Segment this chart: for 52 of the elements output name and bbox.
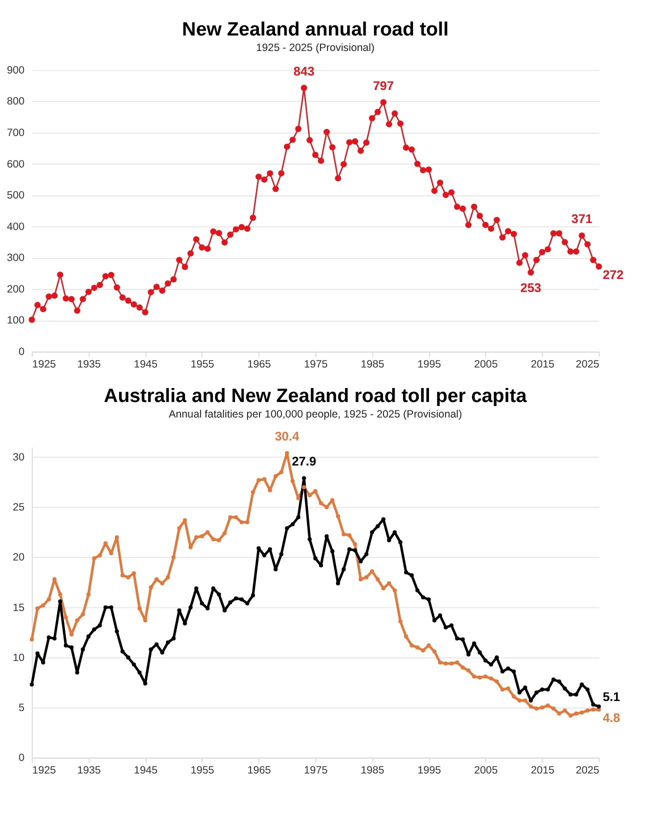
x-tick-label: 1965: [247, 764, 272, 777]
y-tick-label: 300: [6, 252, 25, 264]
x-tick-label: 1925: [32, 764, 56, 777]
x-tick-label: 1995: [417, 764, 442, 777]
x-tick-label: 2025: [576, 764, 600, 777]
y-tick-label: 0: [18, 346, 25, 358]
data-label: 253: [520, 280, 542, 295]
y-tick-label: 400: [6, 220, 25, 233]
x-tick-label: 1925: [32, 358, 56, 371]
y-tick-label: 5: [18, 702, 25, 714]
x-tick-label: 2005: [474, 358, 498, 371]
data-label: 272: [602, 268, 624, 282]
y-tick-label: 600: [6, 158, 25, 170]
x-tick-label: 1955: [190, 358, 214, 371]
data-label: 371: [571, 212, 592, 226]
chart-subtitle: 1925 - 2025 (Provisional): [256, 42, 375, 54]
x-tick-label: 1985: [360, 764, 384, 777]
x-tick-label: 1995: [417, 358, 442, 371]
y-tick-label: 20: [12, 552, 25, 564]
y-tick-label: 800: [6, 96, 25, 108]
x-tick-label: 1945: [134, 764, 158, 777]
y-tick-label: 700: [6, 127, 25, 140]
x-tick-label: 2025: [576, 358, 600, 371]
x-tick-label: 1935: [77, 764, 101, 777]
x-tick-label: 2005: [474, 764, 498, 777]
x-tick-label: 2015: [530, 764, 555, 777]
y-tick-label: 200: [6, 283, 25, 296]
y-tick-label: 900: [6, 64, 25, 76]
data-label: 5.1: [602, 690, 620, 704]
x-tick-label: 1975: [304, 764, 328, 777]
x-tick-label: 2015: [530, 358, 555, 371]
chart-title: Australia and New Zealand road toll per capita: [104, 386, 528, 408]
y-tick-label: 25: [12, 502, 25, 514]
chart-subtitle: Annual fatalities per 100,000 people, 1925 - 2025 (Provisional): [168, 408, 462, 420]
x-tick-label: 1985: [360, 358, 384, 371]
data-label: 4.8: [602, 711, 620, 726]
y-tick-label: 30: [12, 452, 25, 464]
data-label: 843: [294, 64, 314, 78]
x-tick-label: 1945: [134, 358, 158, 371]
x-tick-label: 1935: [77, 358, 101, 371]
x-tick-label: 1955: [190, 764, 214, 777]
data-label: 797: [372, 78, 394, 93]
y-tick-label: 100: [6, 314, 25, 327]
y-tick-label: 0: [18, 752, 25, 764]
data-label: 27.9: [292, 454, 316, 469]
y-tick-label: 15: [12, 602, 25, 614]
y-tick-label: 500: [6, 190, 25, 202]
x-tick-label: 1965: [247, 358, 272, 371]
y-tick-label: 10: [12, 652, 25, 664]
x-tick-label: 1975: [304, 358, 328, 371]
chart-title: New Zealand annual road toll: [182, 19, 449, 40]
data-label: 30.4: [274, 430, 300, 444]
